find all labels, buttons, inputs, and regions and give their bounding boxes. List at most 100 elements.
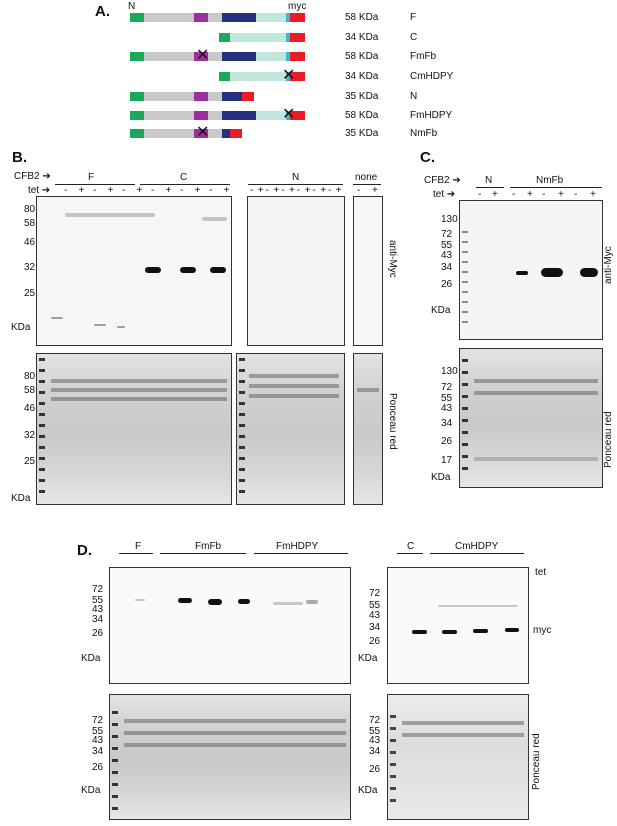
myc-band [210,267,226,273]
mw-marker-label: 72 [441,382,453,393]
panel-b-group-f: F [88,172,95,183]
panel-b-ponceau-label: Ponceau red [387,393,398,450]
group-underline [397,553,423,554]
construct-size: 35 KDa [345,128,379,139]
myc-band [180,267,196,273]
tet-mark: - [209,185,213,196]
mw-marker-label: 43 [369,735,381,746]
construct-size: 34 KDa [345,71,379,82]
panel-c-group-n: N [485,175,493,186]
mw-marker-label: 72 [369,715,381,726]
construct-domain [219,72,230,81]
construct-name: CmHDPY [410,71,454,82]
mw-marker-label: 26 [92,762,104,773]
construct-domain [208,13,222,22]
mw-marker-label: 26 [369,636,381,647]
protein-smear [51,397,227,401]
construct-domain [194,129,208,138]
panel-b-tet-label: tet ➔ [28,185,51,196]
myc-band [208,599,222,605]
faint-band [202,217,227,221]
myc-band [178,598,192,603]
panel-d-tet-label: tet [535,567,547,578]
tet-mark: + [558,189,564,200]
panel-c-bottom-kda: KDa [431,472,451,483]
panel-b-group-n: N [292,172,300,183]
artifact-mark [117,326,125,328]
tet-mark: + [273,185,280,196]
mw-marker-label: 26 [369,764,381,775]
mw-marker-label: 43 [92,735,104,746]
mw-marker-label: 58 [24,385,36,396]
panel-c-ponceau-text: Ponceau red [603,411,614,468]
construct-domain [194,111,208,120]
protein-smear [51,379,227,383]
panel-c-group-nmfb: NmFb [536,175,564,186]
mw-marker-label: 72 [441,229,453,240]
faint-band [65,213,155,217]
tet-mark: - [180,185,184,196]
construct-domain [194,13,208,22]
construct-domain [222,92,242,101]
mw-marker-label: 25 [24,288,36,299]
n-terminus-label: N [128,1,136,12]
construct-domain [230,33,286,42]
panel-a-letter: A. [95,3,110,20]
artifact-mark [51,317,63,319]
tet-mark: - [574,189,578,200]
myc-band [145,267,161,273]
tet-mark: + [527,189,533,200]
mw-marker-label: 46 [24,403,36,414]
tet-mark: + [304,185,311,196]
cfb2-text: CFB2 [424,175,450,186]
construct-size: 34 KDa [345,32,379,43]
mw-marker-label: 43 [369,610,381,621]
construct-name: FmFb [410,51,437,62]
myc-band [473,629,488,633]
construct-name: N [410,91,418,102]
construct-name: NmFb [410,128,438,139]
group-underline [430,553,524,554]
construct-domain [222,111,256,120]
group-underline [248,184,343,185]
protein-smear [474,379,598,383]
ladder-lane [239,358,245,498]
construct-domain [130,13,144,22]
panel-b-group-none: none [355,172,378,183]
construct-domain [219,33,230,42]
panel-c-anti-myc-text: anti-Myc [603,246,614,284]
panel-d-ponceau-blot-left [109,694,351,820]
mw-marker-label: 43 [92,604,104,615]
mw-marker-label: 80 [24,204,36,215]
mutation-x-icon: ✕ [282,67,296,84]
mw-marker-label: 55 [92,595,104,606]
mw-marker-label: 72 [92,715,104,726]
group-underline [254,553,348,554]
mw-marker-label: 32 [24,262,36,273]
construct-domain [222,129,230,138]
cfb2-text: CFB2 [14,171,40,182]
panel-d-group-c: C [407,541,415,552]
panel-c-anti-myc-label-wrap: anti-Myc [603,226,616,286]
faint-band [273,602,303,605]
protein-smear [357,388,379,392]
panel-d-myc-blot-left [109,567,351,684]
construct-domain [230,129,242,138]
protein-smear [124,731,346,735]
mw-marker-label: 26 [441,436,453,447]
myc-band [238,599,250,604]
panel-d-letter: D. [77,542,92,559]
construct-domain [222,52,256,61]
myc-band [580,268,598,277]
tet-mark: - [281,185,285,196]
myc-band [516,271,528,275]
construct-domain [286,72,290,81]
tet-mark: - [265,185,269,196]
mw-marker-label: 25 [24,456,36,467]
protein-smear [249,394,339,398]
protein-smear [51,388,227,392]
tet-mark: - [542,189,546,200]
panel-c-anti-myc-blot [459,200,603,340]
construct-domain [208,52,222,61]
ladder-lane [462,231,468,331]
